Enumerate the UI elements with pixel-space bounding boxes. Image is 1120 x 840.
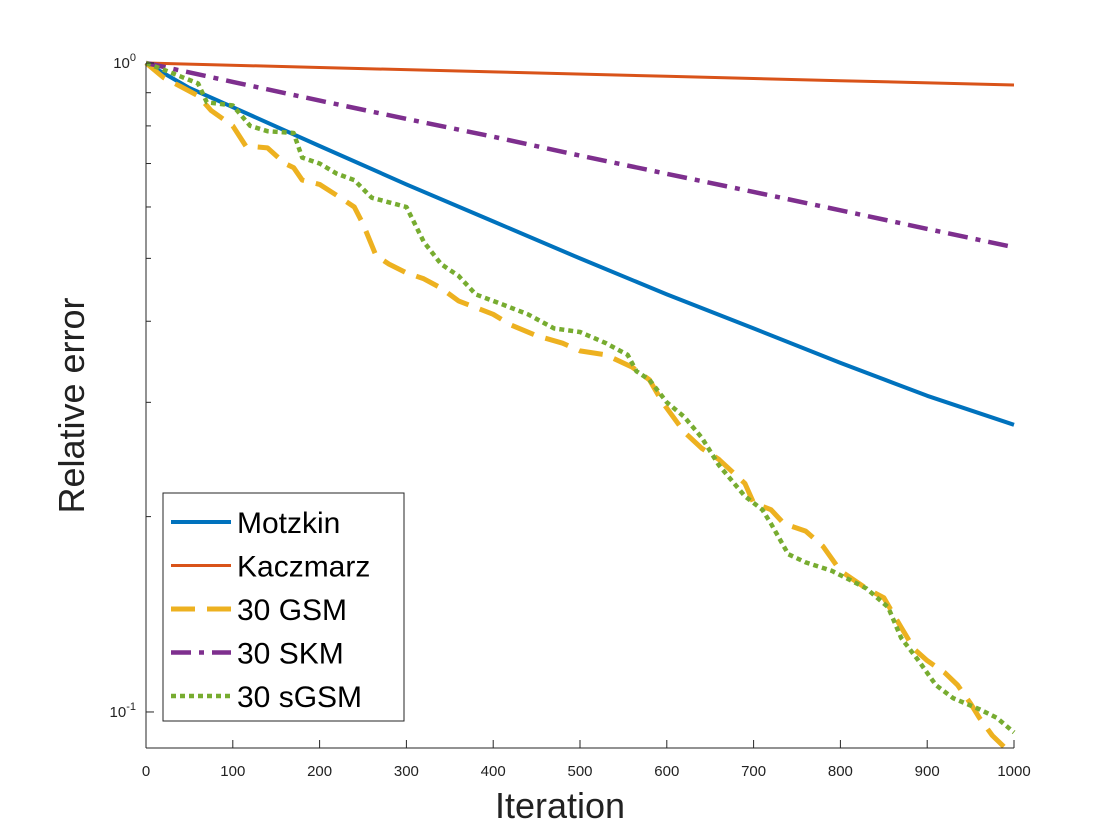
x-axis-label: Iteration <box>495 785 625 826</box>
y-tick-label: 10-1 <box>110 701 136 721</box>
series-line-30-gsm <box>144 61 1014 751</box>
x-tick-label: 100 <box>220 763 245 780</box>
x-tick-label: 1000 <box>997 763 1030 780</box>
x-tick-label: 300 <box>394 763 419 780</box>
x-tick-label: 500 <box>567 763 592 780</box>
legend-label: 30 SKM <box>237 638 344 671</box>
legend-label: Motzkin <box>237 507 340 540</box>
x-tick-label: 600 <box>654 763 679 780</box>
legend-box <box>162 492 405 722</box>
series-line-30-sgsm <box>145 60 1016 735</box>
x-tick-label: 900 <box>915 763 940 780</box>
x-tick-label: 400 <box>481 763 506 780</box>
series-line-30-skm <box>145 60 1015 250</box>
series-line-kaczmarz <box>145 61 1015 87</box>
x-tick-label: 800 <box>828 763 853 780</box>
y-axis-label: Relative error <box>51 297 92 513</box>
series-line-motzkin <box>145 61 1015 427</box>
x-tick-label: 200 <box>307 763 332 780</box>
legend-label: Kaczmarz <box>237 551 370 584</box>
x-tick-label: 0 <box>142 763 150 780</box>
y-tick-label: 100 <box>113 52 136 72</box>
legend-label: 30 GSM <box>237 594 347 627</box>
x-tick-label: 700 <box>741 763 766 780</box>
legend-label: 30 sGSM <box>237 681 362 714</box>
